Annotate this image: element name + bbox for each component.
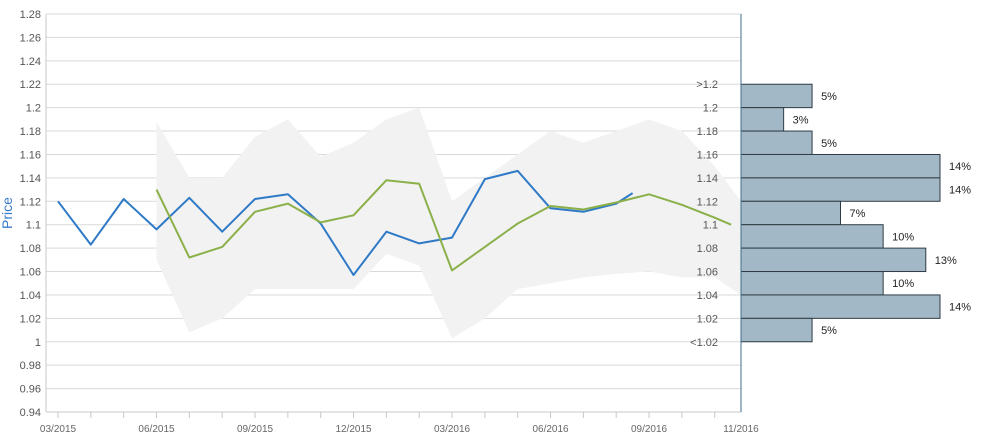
y-tick-label: 1.24 [20,56,41,68]
distribution-bin-label: 1.04 [697,290,718,302]
axes [45,14,742,418]
distribution-percent: 13% [935,255,957,267]
x-tick-label: 09/2015 [237,424,274,435]
y-tick-label: 1.06 [20,267,41,279]
distribution-bin-label: 1.12 [697,196,718,208]
y-tick-label: 1.16 [20,149,41,161]
y-tick-label: 1.26 [20,32,41,44]
distribution-percent: 5% [821,325,837,337]
distribution-bin-label: 1.06 [697,267,718,279]
y-tick-label: 0.94 [20,407,41,419]
distribution-percent: 14% [949,161,971,173]
x-tick-label: 03/2016 [434,424,471,435]
x-tick-labels: 03/2015 06/2015 09/2015 12/2015 03/2016 06/20… [40,424,759,435]
y-tick-label: 1 [35,337,41,349]
distribution-percent: 10% [892,278,914,290]
y-tick-label: 1.1 [26,220,41,232]
forecast-band [156,107,741,339]
distribution-percent: 14% [949,185,971,197]
distribution-bin-label: 1.16 [697,149,718,161]
y-tick-label: 1.12 [20,196,41,208]
distribution-bar [740,83,813,109]
distribution-bar [740,294,941,319]
distribution-bin-label: 1.02 [697,313,718,325]
y-tick-label: 1.02 [20,313,41,325]
x-tick-label: 12/2015 [335,424,372,435]
y-tick-label: 0.98 [20,360,41,372]
distribution-bar [740,107,785,132]
distribution-bar [740,200,841,226]
band-area [156,107,741,339]
distribution-bar [740,153,941,179]
y-tick-label: 1.28 [20,9,41,21]
distribution-bin-label: >1.2 [696,79,718,91]
series-line-1 [57,169,634,276]
x-tick-label: 06/2015 [138,424,175,435]
distribution-bar [740,224,884,249]
distribution-bin-label: 1.08 [697,243,718,255]
x-tick-label: 11/2016 [723,424,759,435]
series-lines [57,169,732,276]
distribution-percent: 5% [821,91,837,103]
y-tick-label: 1.2 [26,103,41,115]
distribution-histogram: 5% >1.2 3% 1.2 5% 1.18 14% 1.16 14% 1.14 7% 1.12 10%… [690,79,971,349]
distribution-percent: 10% [892,231,914,243]
x-tick-label: 09/2016 [631,424,668,435]
distribution-percent: 5% [821,138,837,150]
distribution-bin-label: 1.2 [703,103,718,115]
distribution-bin-label: 1.14 [697,173,718,185]
y-tick-label: 1.08 [20,243,41,255]
distribution-bar [740,271,884,296]
distribution-bar [740,130,813,155]
distribution-bin-label: 1.1 [703,220,718,232]
x-tick-label: 06/2016 [532,424,569,435]
y-tick-label: 1.04 [20,290,41,302]
distribution-bar [740,247,927,273]
distribution-bin-label: <1.02 [690,337,718,349]
distribution-bin-label: 1.18 [697,126,718,138]
distribution-percent: 3% [793,114,809,126]
series-line-2 [155,179,732,272]
y-tick-label: 1.22 [20,79,41,91]
distribution-percent: 14% [949,302,971,314]
y-tick-label: 1.18 [20,126,41,138]
distribution-percent: 7% [850,208,866,220]
distribution-bar [740,317,813,343]
y-axis-label: Price [0,197,15,229]
x-tick-label: 03/2015 [40,424,77,435]
y-tick-label: 1.14 [20,173,41,185]
y-tick-labels: 0.94 0.96 0.98 1 1.02 1.04 1.06 1.08 1.1 1.12 1.14… [20,9,41,419]
y-tick-label: 0.96 [20,384,41,396]
distribution-bar [740,177,941,202]
